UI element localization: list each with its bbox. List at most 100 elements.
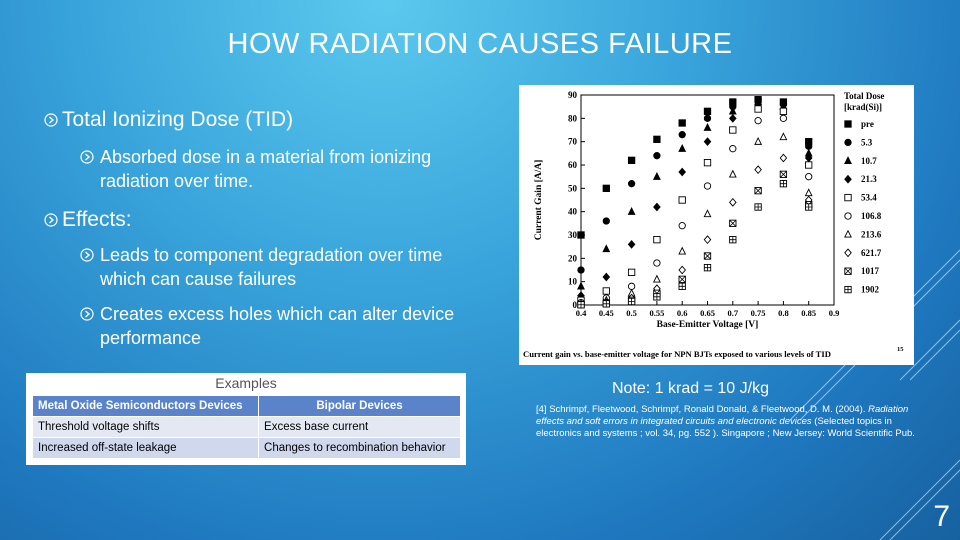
reference-prefix: [4] Schrimpf, Fleetwood, Schrimpf, Ronal…: [536, 404, 866, 415]
data-point-5-3: [577, 266, 585, 274]
legend-marker-cross: [844, 267, 852, 275]
circled-arrow-icon: [80, 248, 94, 262]
unit-note: Note: 1 krad = 10 J/kg: [612, 380, 769, 397]
x-tick-label: 0.65: [700, 308, 715, 318]
reference-suffix: (Selected topics in electronics and syst…: [536, 416, 915, 439]
data-point-106-8: [627, 282, 636, 290]
data-point-1017-cross: [754, 187, 762, 195]
legend-label: 1902: [861, 285, 880, 295]
chart-caption-superscript: 15: [897, 346, 904, 353]
reference-title: Radiation effects and soft errors in int…: [536, 404, 909, 427]
chart-panel: 0 10 20 30 40 50 60 70 80 90 0.4 0.45 0.5 0.55 0.6 0.65…: [519, 85, 914, 365]
legend-marker: [844, 138, 852, 147]
data-point-pre: [602, 184, 610, 192]
circled-arrow-icon: [44, 113, 58, 127]
x-tick-label: 0.55: [649, 308, 664, 318]
x-tick-label: 0.4: [576, 308, 587, 318]
legend-label: 10.7: [861, 156, 877, 166]
data-point-53-4: [779, 107, 788, 115]
x-tick-label: 0.75: [751, 308, 766, 318]
data-point-10-7: [652, 171, 661, 180]
bullet-effects-sub1: Leads to component degradation over time…: [80, 243, 460, 291]
data-point-10-7: [627, 206, 636, 215]
data-point-213-6: [754, 136, 763, 145]
table-cell: Increased off-state leakage: [31, 437, 260, 459]
y-tick-label: 50: [568, 183, 578, 193]
data-point-pre: [577, 231, 585, 239]
data-point-1017-cross: [678, 275, 686, 283]
data-point-21-3: [729, 113, 737, 123]
data-point-213-6: [678, 246, 687, 255]
data-point-213-6: [804, 188, 813, 197]
legend-marker: [844, 156, 852, 164]
legend-marker: [844, 248, 852, 258]
data-point-1017-cross: [779, 170, 787, 178]
legend-marker: [844, 212, 852, 220]
data-point-5-3: [805, 142, 813, 150]
bullet-effects-sub2-text: Creates excess holes which can alter dev…: [100, 304, 455, 348]
y-tick-label: 80: [568, 113, 578, 123]
legend-label: 106.8: [861, 211, 882, 221]
legend-label: 621.7: [861, 248, 882, 258]
data-point-5-3: [627, 180, 636, 188]
table-row: Threshold voltage shifts Excess base cur…: [31, 416, 461, 438]
legend-label: 1017: [861, 266, 880, 276]
data-point-1902-cross: [577, 301, 585, 308]
data-point-10-7: [602, 244, 611, 253]
x-tick-label: 0.85: [801, 308, 816, 318]
data-point-106-8: [703, 182, 712, 190]
legend-title: Total Dose: [844, 91, 884, 101]
examples-panel: Examples Metal Oxide Semiconductors Devi…: [26, 373, 466, 465]
data-point-53-4: [703, 159, 712, 167]
y-tick-label: 90: [568, 90, 578, 100]
data-point-5-3: [678, 131, 686, 139]
legend-marker: [844, 229, 852, 238]
data-point-5-3: [703, 114, 712, 122]
x-tick-label: 0.6: [677, 308, 688, 318]
data-point-53-4: [754, 105, 762, 113]
data-point-1017-cross: [729, 219, 737, 227]
x-tick-label: 0.8: [778, 308, 789, 318]
x-tick-label: 0.45: [599, 308, 614, 318]
data-point-1902-cross: [805, 203, 812, 211]
bullet-tid-sub-text: Absorbed dose in a material from ionizin…: [100, 147, 432, 191]
data-point-10-7: [577, 281, 585, 290]
examples-title: Examples: [215, 375, 277, 391]
table-cell: Threshold voltage shifts: [31, 416, 260, 438]
data-point-106-8: [729, 145, 737, 153]
data-point-621-7: [729, 197, 737, 207]
table-cell: Changes to recombination behavior: [258, 437, 461, 459]
data-point-1902-cross: [704, 264, 711, 271]
legend-label: 53.4: [861, 193, 877, 203]
data-point-1902-cross: [679, 283, 686, 290]
data-point-21-3: [703, 137, 712, 147]
table-row: Increased off-state leakage Changes to r…: [31, 437, 461, 459]
legend-marker: [844, 120, 852, 128]
y-tick-label: 10: [568, 277, 578, 287]
data-point-106-8: [754, 117, 762, 125]
data-point-5-3: [653, 152, 661, 160]
y-tick-label: 20: [568, 253, 578, 263]
x-tick-label: 0.7: [727, 308, 738, 318]
data-point-53-4: [653, 236, 661, 244]
data-point-21-3: [678, 167, 686, 177]
table-header-mos: Metal Oxide Semiconductors Devices: [31, 395, 260, 417]
data-point-53-4: [602, 287, 610, 295]
current-gain-chart: 0 10 20 30 40 50 60 70 80 90 0.4 0.45 0.5 0.55 0.6 0.65…: [523, 90, 904, 359]
circled-arrow-icon: [44, 213, 58, 227]
data-point-10-7: [678, 143, 687, 152]
data-point-10-7: [703, 122, 712, 131]
table-cell: Excess base current: [258, 416, 461, 438]
x-tick-label: 0.5: [626, 308, 637, 318]
reference-citation: [4] Schrimpf, Fleetwood, Schrimpf, Ronal…: [536, 404, 920, 440]
data-point-53-4: [805, 161, 813, 169]
bullet-tid-sub: Absorbed dose in a material from ionizin…: [80, 145, 460, 193]
table-header-bipolar: Bipolar Devices: [258, 395, 461, 417]
data-point-53-4: [678, 196, 686, 204]
data-point-21-3: [627, 239, 636, 249]
data-point-106-8: [678, 222, 686, 230]
data-point-1902-cross: [653, 293, 661, 301]
legend-unit: [krad(Si)]: [844, 102, 882, 112]
bullet-effects-sub1-text: Leads to component degradation over time…: [100, 245, 443, 289]
data-point-pre: [678, 119, 686, 127]
